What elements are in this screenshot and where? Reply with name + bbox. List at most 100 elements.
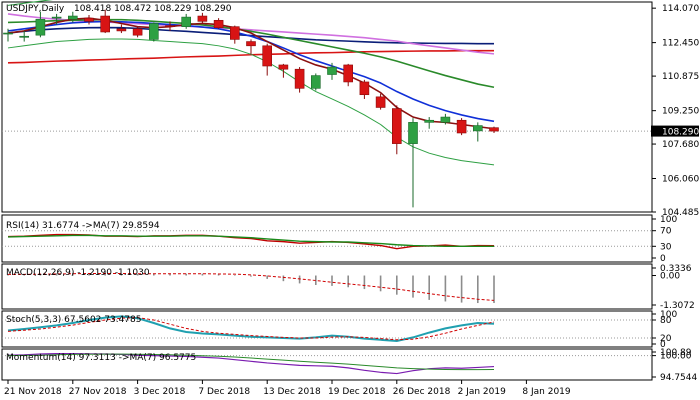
candle-body xyxy=(294,68,305,89)
candle-body xyxy=(391,108,402,144)
main-ohlc: 108.418 108.472 108.229 108.290 xyxy=(74,4,232,14)
rsi-title: RSI(14) 31.6774 ->MA(7) 29.8594 xyxy=(6,221,160,231)
candle-body xyxy=(327,66,337,75)
macd-signal-line xyxy=(8,272,495,301)
panel-frame-stoch xyxy=(1,310,653,348)
svg-text:108.290: 108.290 xyxy=(662,128,699,138)
macd-bar xyxy=(331,275,333,286)
panel-frame-macd xyxy=(1,263,653,310)
candle-body xyxy=(213,19,224,29)
price-tick-label: 106.060 xyxy=(662,175,699,185)
macd-bar xyxy=(169,273,171,276)
candle-body xyxy=(197,15,208,22)
macd-tick-label: 0.3336 xyxy=(660,264,692,274)
price-tick-label: 114.070 xyxy=(662,4,699,14)
candle-body xyxy=(35,18,46,36)
macd-bar xyxy=(250,275,252,277)
time-tick-label: 3 Dec 2018 xyxy=(134,387,186,397)
macd-bar xyxy=(315,275,317,285)
price-tick-label: 107.680 xyxy=(662,140,699,150)
macd-bar xyxy=(55,273,58,276)
macd-bar xyxy=(460,275,463,303)
macd-bar xyxy=(412,275,414,298)
macd-signal xyxy=(8,272,495,301)
candle-body xyxy=(51,16,62,19)
candle-body xyxy=(310,75,321,89)
panel-frame-main xyxy=(1,1,653,213)
price-tick-label: 104.485 xyxy=(662,208,699,218)
macd-tick-label: -1.3072 xyxy=(660,301,695,311)
candle-body xyxy=(424,119,435,123)
macd-bar xyxy=(444,275,447,302)
macd-bar xyxy=(201,273,204,276)
macd-bar xyxy=(72,272,74,276)
stoch-lines xyxy=(7,315,495,343)
price-tick-label: 109.250 xyxy=(662,107,699,117)
rsi-tick-label: 0 xyxy=(660,254,666,264)
macd-bar xyxy=(428,275,430,300)
ma-line-5 xyxy=(7,17,495,130)
candle-body xyxy=(116,28,127,32)
rsi-axis: 100 70 30 0 xyxy=(652,215,677,264)
panel-frames xyxy=(1,1,653,381)
momentum-tick-label: 94.7544 xyxy=(660,373,697,383)
time-tick-label: 19 Dec 2018 xyxy=(328,387,386,397)
candle-body xyxy=(472,125,483,132)
time-tick-label: 13 Dec 2018 xyxy=(263,387,321,397)
rsi-series-1 xyxy=(7,234,495,248)
stoch-tick-label: 100 xyxy=(660,310,677,320)
candle-body xyxy=(3,32,13,35)
candle-body xyxy=(408,122,418,144)
macd-bar xyxy=(88,273,90,276)
momentum-ma-line xyxy=(7,353,495,371)
candle-body xyxy=(489,127,499,132)
price-tick-label: 110.875 xyxy=(662,72,699,82)
macd-tick-label: 0.00 xyxy=(660,272,680,282)
stoch-title: Stoch(5,3,3) 67.5602 73.4785 xyxy=(6,315,141,325)
macd-bar xyxy=(363,275,366,290)
rsi-tick-label: 70 xyxy=(660,227,672,237)
candle-body xyxy=(359,81,370,96)
candlesticks xyxy=(3,9,499,208)
momentum-tick-label: 100.00 xyxy=(660,352,692,362)
stoch-signal-line xyxy=(7,317,495,341)
macd-bar xyxy=(347,275,349,288)
time-tick-label: 27 Nov 2018 xyxy=(69,387,127,397)
candle-body xyxy=(84,17,94,22)
candle-body xyxy=(262,45,273,67)
price-axis: 114.070 112.450 110.875 109.250 107.680 106.0… xyxy=(652,4,699,218)
candle-body xyxy=(149,23,159,40)
time-axis: 21 Nov 2018 27 Nov 2018 3 Dec 2018 7 Dec 20… xyxy=(4,380,571,397)
stoch-tick-label: 80 xyxy=(660,316,672,326)
candle-body xyxy=(165,25,175,27)
momentum-lines xyxy=(7,352,495,375)
candle-body xyxy=(343,64,354,83)
macd-bar xyxy=(477,275,479,304)
macd-bar xyxy=(266,275,268,279)
rsi-tick-label: 30 xyxy=(660,242,672,252)
stoch-main-line xyxy=(7,315,495,343)
candle-body xyxy=(375,96,386,108)
stoch-tick-label: 20 xyxy=(660,334,672,344)
macd-bar xyxy=(104,273,106,276)
candle-body xyxy=(278,64,289,70)
momentum-title: Momentum(14) 97.3113 ->MA(7) 96.5775 xyxy=(6,353,196,363)
macd-histogram xyxy=(7,272,495,304)
time-tick-label: 2 Jan 2019 xyxy=(458,387,506,397)
moving-averages xyxy=(7,0,495,166)
price-tick-label: 112.450 xyxy=(662,39,699,49)
rsi-tick-label: 100 xyxy=(660,215,677,225)
candle-body xyxy=(132,28,143,36)
macd-bar xyxy=(298,275,301,284)
candle-body xyxy=(19,35,30,38)
panel-frame-mom xyxy=(1,348,653,381)
macd-bar xyxy=(217,274,220,276)
macd-bar xyxy=(379,275,382,292)
macd-bar xyxy=(136,273,139,276)
candle-body xyxy=(100,15,110,33)
macd-bar xyxy=(7,274,9,276)
macd-bar xyxy=(282,275,285,282)
